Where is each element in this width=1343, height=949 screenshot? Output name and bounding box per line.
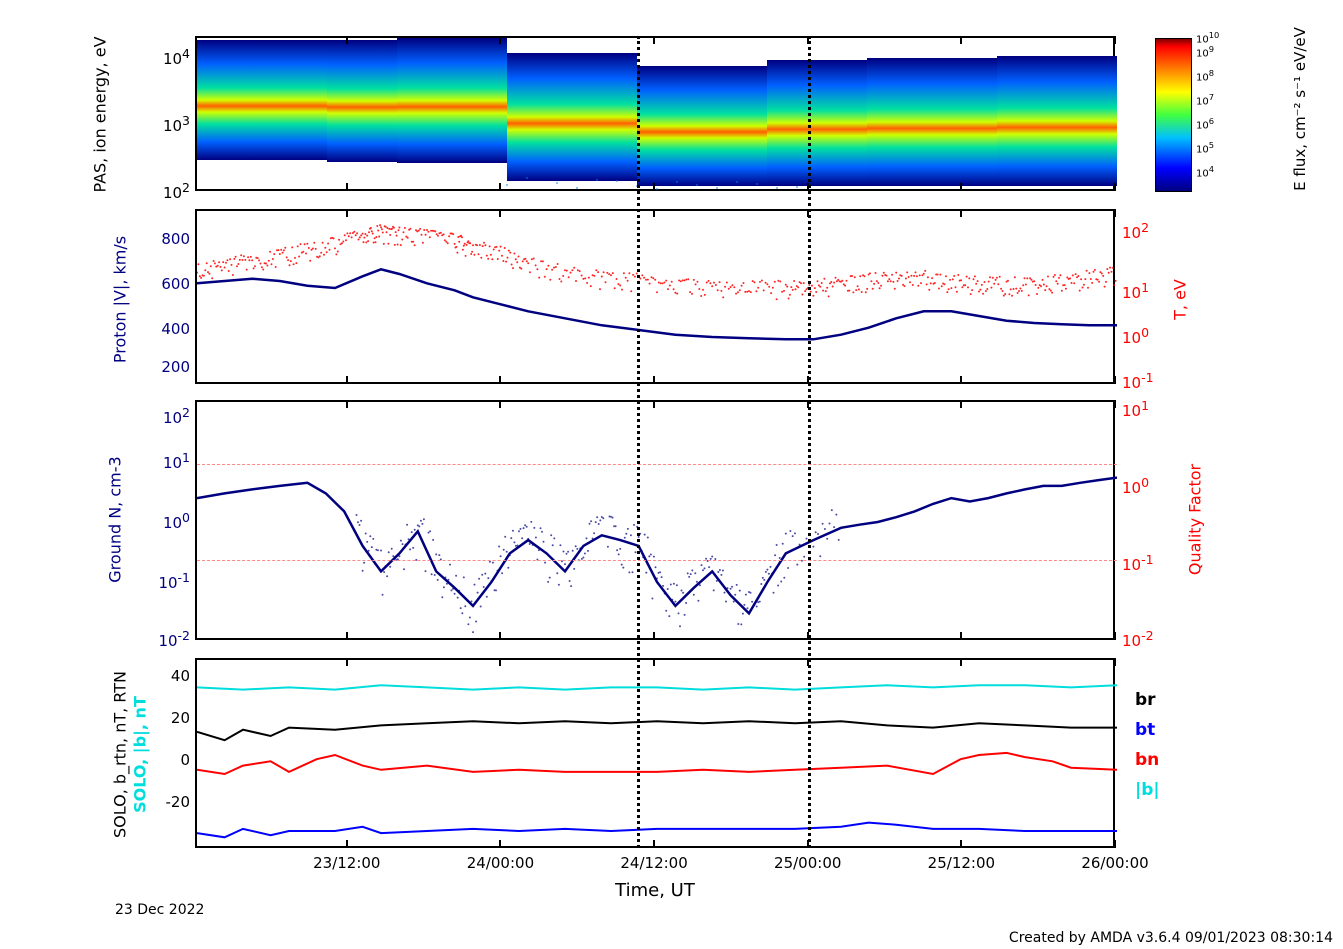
p3-ytick-m1: 10-1 (140, 570, 190, 592)
colorbar (1155, 38, 1192, 192)
footer-left: 23 Dec 2022 (115, 902, 204, 918)
p4-ytick-0: 0 (150, 751, 190, 769)
legend-br: br (1135, 690, 1156, 710)
panel3-ylabel-right: Quality Factor (1186, 455, 1205, 585)
event-vline-0 (637, 36, 640, 848)
p4-ytick-m20: -20 (150, 793, 190, 811)
panel-velocity-temp (195, 209, 1115, 384)
panel1-ytick-4: 104 (145, 46, 190, 68)
colorbar-label-text: E flux, cm⁻² s⁻¹ eV/eV (1291, 19, 1309, 199)
p2-ytick-400: 400 (150, 320, 190, 338)
panel4-ylabel1: SOLO, b_rtn, nT, RTN (111, 655, 130, 855)
legend-bt: bt (1135, 720, 1155, 740)
colorbar-tick-8: 108 (1196, 68, 1214, 83)
panel-density (195, 400, 1115, 640)
qf-hline-upper (197, 464, 1117, 465)
p3-ytick-0: 100 (140, 510, 190, 532)
panel4-ylabel2: SOLO, |b|, nT (131, 655, 150, 855)
panel-spectrogram (195, 36, 1115, 191)
p2-ytick-800: 800 (150, 230, 190, 248)
xtick-2: 24/12:00 (604, 854, 704, 872)
p3-ytick-2: 102 (140, 405, 190, 427)
footer-right: Created by AMDA v3.6.4 09/01/2023 08:30:… (1009, 930, 1333, 946)
panel3-svg (197, 402, 1117, 642)
panel2-svg (197, 211, 1117, 386)
p2-ytick-r-m1: 10-1 (1122, 370, 1154, 392)
panel1-ylabel: PAS, ion energy, eV (91, 30, 110, 200)
p2-ytick-r-1: 101 (1122, 280, 1149, 302)
p3-ytick-r-0: 100 (1122, 475, 1149, 497)
colorbar-tick-6: 106 (1196, 116, 1214, 131)
p2-ytick-600: 600 (150, 275, 190, 293)
p4-ytick-20: 20 (150, 709, 190, 727)
p3-ytick-r-m1: 10-1 (1122, 552, 1154, 574)
p2-ytick-200: 200 (150, 358, 190, 376)
p3-ytick-r-m2: 10-2 (1122, 628, 1154, 650)
p4-ytick-40: 40 (150, 667, 190, 685)
panel4-svg (197, 660, 1117, 850)
colorbar-tick-9: 109 (1196, 44, 1214, 59)
panel3-ylabel-left: Ground N, cm-3 (106, 430, 125, 610)
spectrogram-data (197, 38, 1117, 193)
panel2-ylabel-right: T, eV (1171, 270, 1190, 330)
legend-bn: bn (1135, 750, 1159, 770)
legend-bmag: |b| (1135, 780, 1160, 800)
colorbar-tick-4: 104 (1196, 164, 1214, 179)
p2-ytick-r-2: 102 (1122, 220, 1149, 242)
qf-hline-lower (197, 560, 1117, 561)
p3-ytick-m2: 10-2 (140, 628, 190, 650)
p3-ytick-r-1: 101 (1122, 398, 1149, 420)
panel1-ytick-2: 102 (145, 180, 190, 202)
panel2-ylabel-left: Proton |V|, km/s (111, 215, 130, 385)
xtick-3: 25/00:00 (758, 854, 858, 872)
p3-ytick-1: 101 (140, 450, 190, 472)
xaxis-label: Time, UT (580, 880, 730, 901)
p2-ytick-r-0: 100 (1122, 325, 1149, 347)
xtick-0: 23/12:00 (297, 854, 397, 872)
xtick-4: 25/12:00 (911, 854, 1011, 872)
xtick-1: 24/00:00 (450, 854, 550, 872)
panel-magnetic (195, 658, 1115, 848)
xtick-5: 26/00:00 (1065, 854, 1165, 872)
event-vline-1 (808, 36, 811, 848)
panel1-ytick-3: 103 (145, 113, 190, 135)
colorbar-tick-5: 105 (1196, 140, 1214, 155)
colorbar-tick-7: 107 (1196, 92, 1214, 107)
